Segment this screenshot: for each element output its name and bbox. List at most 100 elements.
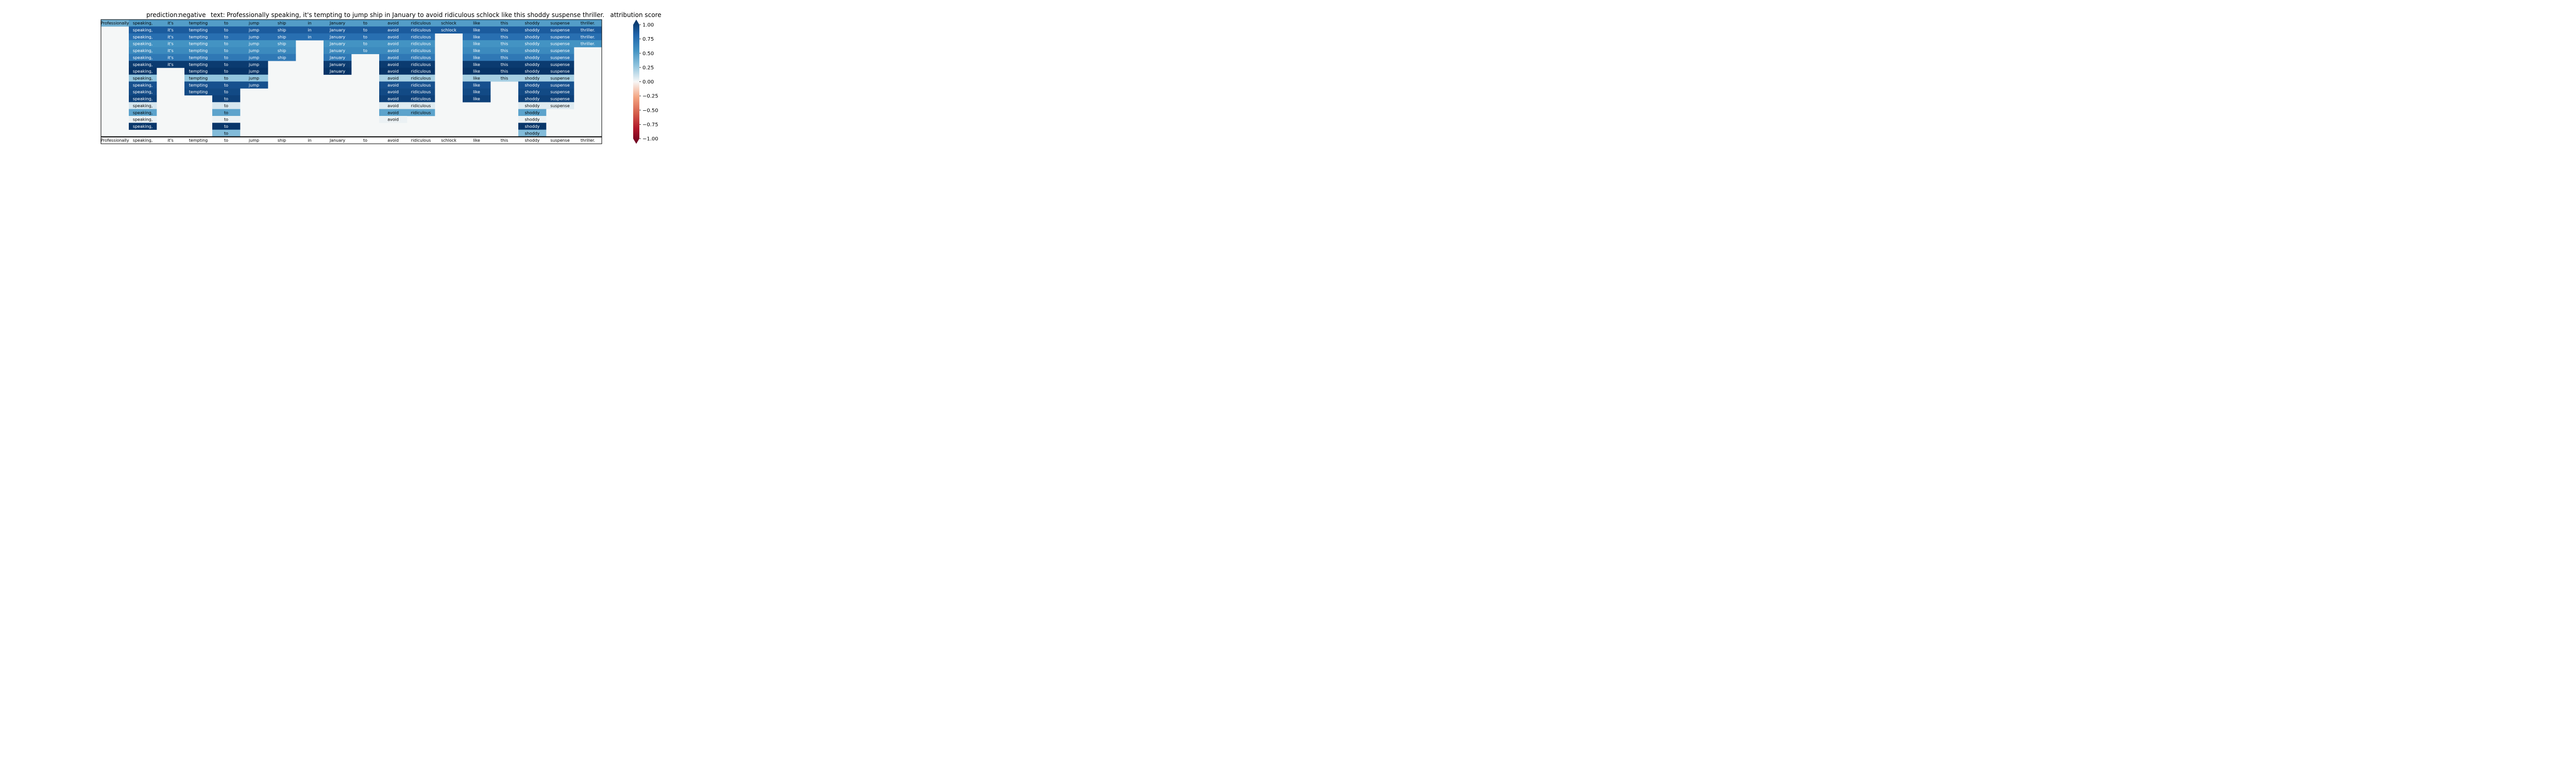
heatmap-cell: [407, 20, 435, 27]
token-label: avoid: [387, 138, 399, 143]
heatmap-cell: [240, 54, 268, 61]
heatmap-cell: [518, 68, 547, 75]
cell-label: jump: [248, 69, 259, 74]
heatmap-cell: [268, 47, 296, 55]
cell-label: it's: [167, 48, 174, 53]
cell-label: shoddy: [524, 97, 539, 102]
heatmap-cell: [490, 68, 519, 75]
cell-label: tempting: [189, 48, 208, 53]
cell-label: speaking,: [133, 62, 153, 67]
heatmap-cell: [490, 74, 519, 82]
heatmap-cell: [407, 81, 435, 89]
heatmap-cell: [157, 54, 185, 61]
colorbar-tick-label: 0.25: [642, 65, 654, 71]
heatmap-cell: [379, 81, 408, 89]
heatmap-cell: [296, 26, 324, 33]
cell-label: speaking,: [133, 83, 153, 88]
heatmap-cell: [324, 54, 352, 61]
heatmap-cell: [463, 40, 491, 47]
heatmap-cell: [240, 20, 268, 27]
token-label: this: [501, 138, 509, 143]
heatmap-cell: [351, 47, 380, 55]
heatmap-cell: [518, 129, 547, 137]
cell-label: speaking,: [133, 90, 153, 94]
cell-label: shoddy: [524, 110, 539, 115]
cell-label: speaking,: [133, 35, 153, 39]
heatmap-cell: [518, 40, 547, 47]
cell-label: January: [329, 62, 346, 67]
heatmap-cell: [212, 33, 241, 41]
heatmap-cell: [463, 47, 491, 55]
heatmap-cell: [463, 54, 491, 61]
heatmap-cell: [184, 47, 213, 55]
cell-label: avoid: [387, 55, 399, 60]
heatmap-cell: [463, 26, 491, 33]
heatmap-cell: [212, 109, 241, 116]
cell-label: ship: [278, 21, 286, 26]
cell-label: suspense: [550, 28, 570, 32]
heatmap-cell: [518, 115, 547, 123]
colorbar-tick-label: 1.00: [642, 23, 654, 28]
heatmap-cell: [379, 95, 408, 103]
heatmap-cell: [379, 68, 408, 75]
cell-label: January: [329, 69, 346, 74]
heatmap-cell: [518, 61, 547, 68]
cell-label: speaking,: [133, 28, 153, 32]
heatmap-cell: [157, 47, 185, 55]
heatmap-cell: [212, 54, 241, 61]
token-row-frame: [100, 137, 602, 144]
cell-label: avoid: [387, 28, 399, 32]
cell-label: ridiculous: [411, 69, 431, 74]
cell-label: avoid: [387, 117, 399, 122]
cell-label: jump: [248, 62, 259, 67]
heatmap-cell: [240, 47, 268, 55]
cell-label: to: [363, 48, 367, 53]
heatmap-cell: [324, 26, 352, 33]
cell-label: to: [224, 117, 228, 122]
cell-label: suspense: [550, 21, 570, 26]
heatmap-cell: [157, 61, 185, 68]
heatmap-cell: [129, 123, 157, 130]
token-label: ship: [278, 138, 286, 143]
heatmap-cell: [268, 40, 296, 47]
heatmap-cell: [546, 33, 574, 41]
cell-label: ridiculous: [411, 55, 431, 60]
cell-label: avoid: [387, 69, 399, 74]
cell-label: shoddy: [524, 131, 539, 136]
cell-label: shoddy: [524, 117, 539, 122]
cell-label: shoddy: [524, 28, 539, 32]
heatmap-cell: [129, 102, 157, 109]
cell-label: tempting: [189, 21, 208, 26]
cell-label: jump: [248, 28, 259, 32]
heatmap-cell: [184, 54, 213, 61]
heatmap-cell: [212, 102, 241, 109]
cell-label: in: [308, 21, 311, 26]
colorbar-tick-label: −0.50: [642, 108, 658, 113]
heatmap-cell: [268, 33, 296, 41]
cell-label: like: [473, 62, 480, 67]
cell-label: tempting: [189, 83, 208, 88]
colorbar-tick-label: 0.50: [642, 51, 654, 57]
heatmap-cell: [407, 47, 435, 55]
cell-label: speaking,: [133, 55, 153, 60]
cell-label: to: [224, 131, 228, 136]
cell-label: speaking,: [133, 110, 153, 115]
cell-label: suspense: [550, 97, 570, 102]
cell-label: ridiculous: [411, 110, 431, 115]
heatmap-cell: [129, 68, 157, 75]
cell-label: to: [224, 104, 228, 108]
cell-label: in: [308, 28, 311, 32]
cell-label: thriller.: [581, 42, 595, 46]
heatmap-cell: [379, 54, 408, 61]
cell-label: suspense: [550, 69, 570, 74]
heatmap-cell: [240, 33, 268, 41]
cell-label: suspense: [550, 55, 570, 60]
cell-label: this: [501, 42, 509, 46]
heatmap-cell: [490, 47, 519, 55]
cell-label: to: [224, 76, 228, 81]
token-label: speaking,: [133, 138, 153, 143]
heatmap-cell: [546, 74, 574, 82]
heatmap-cell: [184, 26, 213, 33]
cell-label: it's: [167, 35, 174, 39]
heatmap-cell: [184, 81, 213, 89]
